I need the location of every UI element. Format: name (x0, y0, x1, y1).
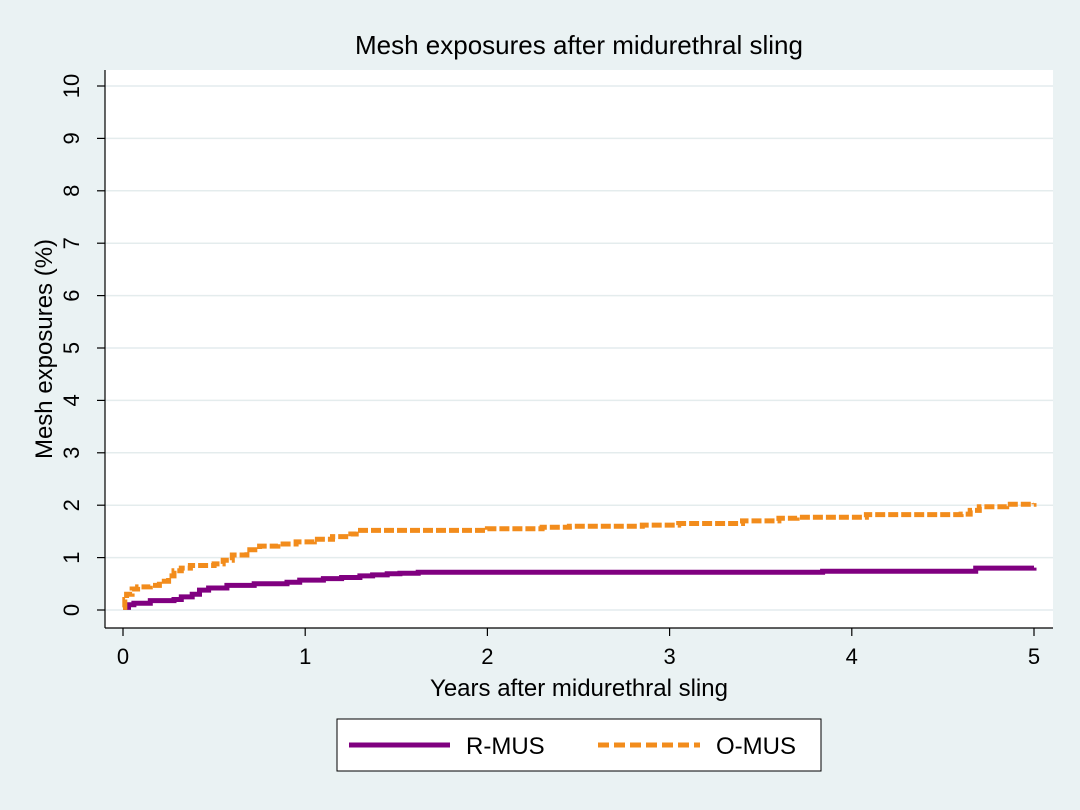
axis-ticks: 0 1 2 3 4 5 6 7 8 9 10 0 1 2 3 4 5 (59, 74, 1040, 669)
legend: R-MUS O-MUS (336, 718, 822, 772)
plot-background (105, 70, 1053, 628)
y-tick-label: 2 (59, 499, 84, 511)
y-tick-label: 4 (59, 394, 84, 406)
gridlines (105, 85, 1053, 611)
x-axis-label: Years after midurethral sling (430, 675, 728, 702)
y-tick-label: 3 (59, 447, 84, 459)
legend-label-o-mus: O-MUS (716, 733, 796, 760)
x-tick-label: 3 (663, 644, 675, 669)
y-tick-label: 5 (59, 342, 84, 354)
x-tick-label: 5 (1028, 644, 1040, 669)
y-tick-label: 9 (59, 132, 84, 144)
y-axis-label: Mesh exposures (%) (31, 239, 58, 459)
chart-title: Mesh exposures after midurethral sling (355, 30, 803, 60)
y-tick-label: 0 (59, 604, 84, 616)
x-tick-label: 0 (117, 644, 129, 669)
x-tick-label: 2 (481, 644, 493, 669)
series-layer (122, 501, 1037, 610)
x-tick-label: 1 (299, 644, 311, 669)
legend-label-r-mus: R-MUS (466, 733, 545, 760)
y-tick-label: 1 (59, 551, 84, 563)
y-tick-label: 8 (59, 185, 84, 197)
y-tick-label: 6 (59, 289, 84, 301)
y-tick-label: 7 (59, 237, 84, 249)
series-line-r-mus (123, 565, 1037, 610)
y-tick-label: 10 (59, 74, 84, 98)
x-tick-label: 4 (846, 644, 858, 669)
series-line-o-mus (122, 501, 1037, 610)
